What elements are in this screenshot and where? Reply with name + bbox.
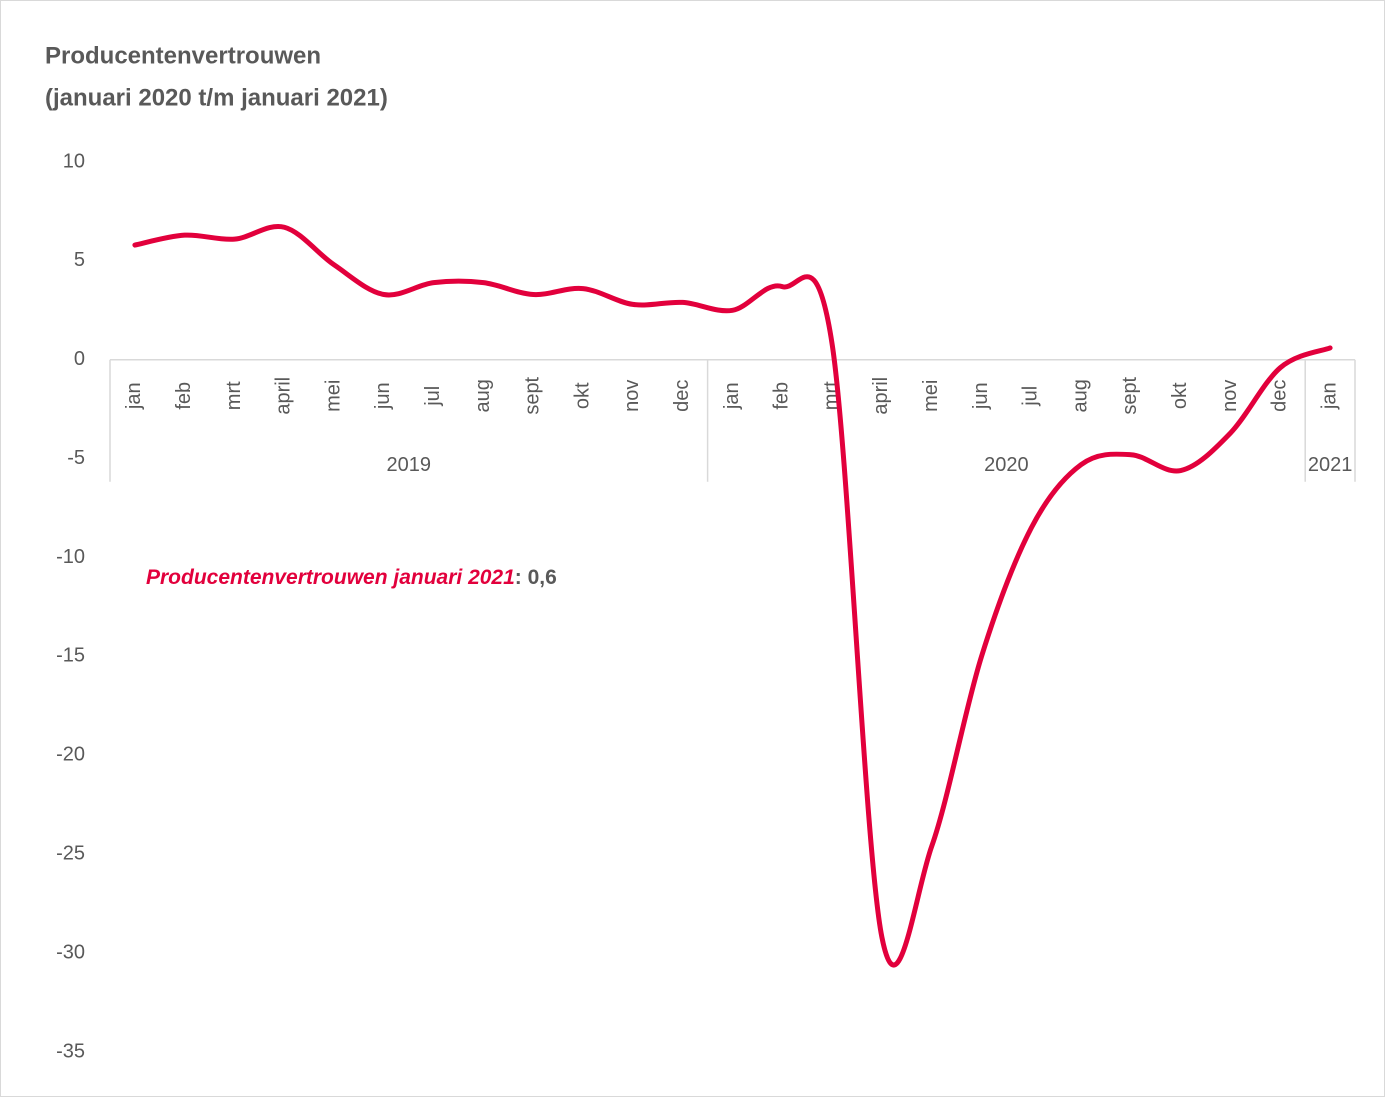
y-tick-label: 10 [63, 150, 85, 172]
annotation-emphasis: Producentenvertrouwen januari 2021 [146, 566, 515, 589]
annotation-text: : 0,6 [515, 566, 557, 589]
y-tick-label: -30 [56, 941, 85, 963]
y-tick-label: -5 [67, 447, 85, 469]
chart-subtitle: (januari 2020 t/m januari 2021) [45, 84, 388, 111]
annotation: Producentenvertrouwen januari 2021: 0,6 [146, 566, 557, 589]
x-tick-label: jul [1020, 386, 1042, 407]
y-tick-label: -10 [56, 546, 85, 568]
x-tick-label: jan [123, 382, 145, 410]
x-tick-label: feb [173, 382, 195, 410]
y-tick-label: -15 [56, 645, 85, 667]
x-tick-label: aug [1069, 379, 1091, 412]
x-tick-label: mei [920, 380, 942, 412]
x-tick-label: jun [970, 382, 992, 410]
x-tick-label: jan [721, 382, 743, 410]
x-tick-label: sept [522, 376, 544, 414]
y-tick-label: -20 [56, 744, 85, 766]
x-tick-label: okt [1169, 382, 1191, 409]
y-tick-label: 5 [74, 249, 85, 271]
x-tick-label: okt [571, 382, 593, 409]
x-tick-label: dec [1269, 380, 1291, 412]
x-tick-label: april [870, 377, 892, 415]
x-tick-label: jun [372, 382, 394, 410]
line-series [132, 224, 1333, 968]
x-tick-label: dec [671, 380, 693, 412]
x-tick-label: mei [322, 380, 344, 412]
group-label: 2019 [387, 454, 432, 476]
x-tick-label: aug [472, 379, 494, 412]
x-tick-label: jan [1318, 382, 1340, 410]
group-label: 2021 [1308, 454, 1353, 476]
x-tick-label: mrt [223, 381, 245, 410]
y-tick-label: 0 [74, 348, 85, 370]
x-tick-label: feb [771, 382, 793, 410]
group-label: 2020 [984, 454, 1029, 476]
y-tick-label: -25 [56, 843, 85, 865]
y-tick-label: -35 [56, 1040, 85, 1062]
chart-title: Producentenvertrouwen [45, 42, 321, 69]
x-tick-label: nov [621, 380, 643, 412]
x-tick-label: april [273, 377, 295, 415]
x-tick-label: nov [1219, 380, 1241, 412]
x-tick-label: jul [422, 386, 444, 407]
x-tick-label: sept [1119, 376, 1141, 414]
